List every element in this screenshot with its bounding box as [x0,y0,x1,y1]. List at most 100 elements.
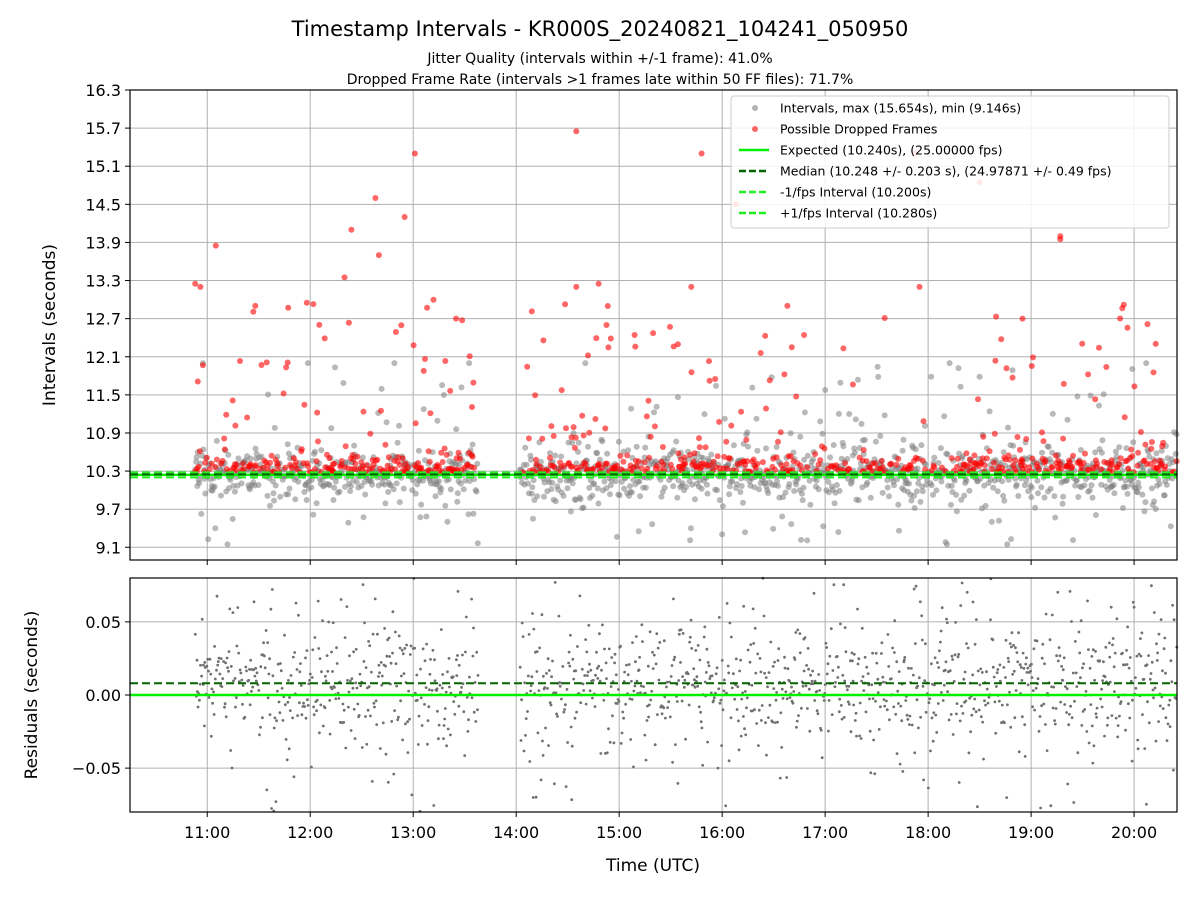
residual-point [1131,600,1135,604]
residual-point [1025,671,1029,674]
residual-point [621,710,625,714]
dropped-frame-point [199,362,206,369]
residual-point [369,714,372,718]
dropped-frame-point [628,469,635,475]
dropped-frame-point [525,435,532,442]
dropped-frame-point [1057,460,1064,467]
residual-point [589,668,593,672]
interval-point [1059,500,1066,507]
residual-point [406,751,410,754]
residual-point [279,669,283,673]
residual-point [1106,716,1110,720]
residual-point [768,703,772,707]
residual-point [326,669,330,673]
interval-point [798,536,805,543]
residual-point [842,716,846,719]
residual-point [771,665,775,668]
residual-point [1029,669,1032,673]
residual-point [313,636,317,639]
residual-point [673,655,677,659]
dropped-frame-point [607,335,614,342]
dropped-frame-point [681,454,688,461]
residual-point [1139,637,1142,640]
residual-point [1004,638,1008,642]
residual-point [617,700,621,703]
interval-point [558,453,565,460]
residual-point [681,632,685,635]
dropped-frame-point [240,460,247,467]
residual-point [688,635,692,639]
interval-point [837,379,844,386]
residual-point [1101,679,1104,682]
residual-point [927,701,931,705]
dropped-frame-point [425,448,432,455]
residual-point [724,804,728,808]
interval-point [396,499,403,506]
residual-point [1113,690,1116,693]
residual-point [653,743,657,747]
interval-point [269,478,276,485]
residual-point [427,688,431,692]
residual-point [212,690,215,694]
residual-point [384,664,387,668]
residual-point [767,671,771,674]
interval-point [846,411,853,417]
interval-point [738,483,745,489]
residual-point [1008,642,1012,645]
residual-point [595,650,598,654]
residual-point [424,686,428,689]
dropped-frame-point [1116,461,1123,468]
residual-point [726,664,730,668]
residual-point [394,630,397,634]
residual-point [271,674,275,678]
residual-point [405,643,408,647]
residual-point [1147,654,1150,657]
interval-point [457,480,464,487]
residual-point [532,627,536,631]
residual-point [921,685,925,688]
residual-point [979,715,983,719]
residual-point [942,683,946,687]
residual-point [1165,739,1169,742]
dropped-frame-point [772,466,779,473]
interval-point [569,439,576,446]
dropped-frame-point [1019,315,1026,322]
residual-point [421,647,425,651]
residual-point [837,665,840,669]
interval-point [604,450,611,457]
residual-point [757,708,761,712]
top-y-tick-label: 16.3 [85,81,121,100]
residual-point [982,757,985,761]
residual-point [206,657,210,661]
residual-point [388,655,391,658]
dropped-frame-point [846,466,853,473]
residual-point [360,746,364,749]
interval-point [813,477,820,484]
residual-point [624,702,627,706]
residual-point [553,782,556,786]
dropped-frame-point [282,464,289,471]
dropped-frame-point [528,308,535,315]
dropped-frame-point [237,358,243,364]
interval-point [1028,484,1035,491]
interval-point [938,478,945,485]
dropped-frame-point [298,446,305,453]
residual-point [682,685,686,689]
residual-point [557,614,561,618]
residual-point [766,685,769,689]
residual-point [1150,660,1154,664]
interval-point [383,419,390,426]
residual-point [376,632,379,636]
dropped-frame-point [1039,429,1045,436]
residual-point [873,772,877,776]
residual-point [744,733,748,737]
residual-point [209,672,213,676]
residual-point [370,670,373,674]
interval-point [432,493,439,500]
interval-point [906,480,912,487]
interval-point [473,488,480,495]
residual-point [632,765,635,769]
residual-point [1111,643,1114,647]
residual-point [549,703,553,707]
interval-point [911,492,917,499]
